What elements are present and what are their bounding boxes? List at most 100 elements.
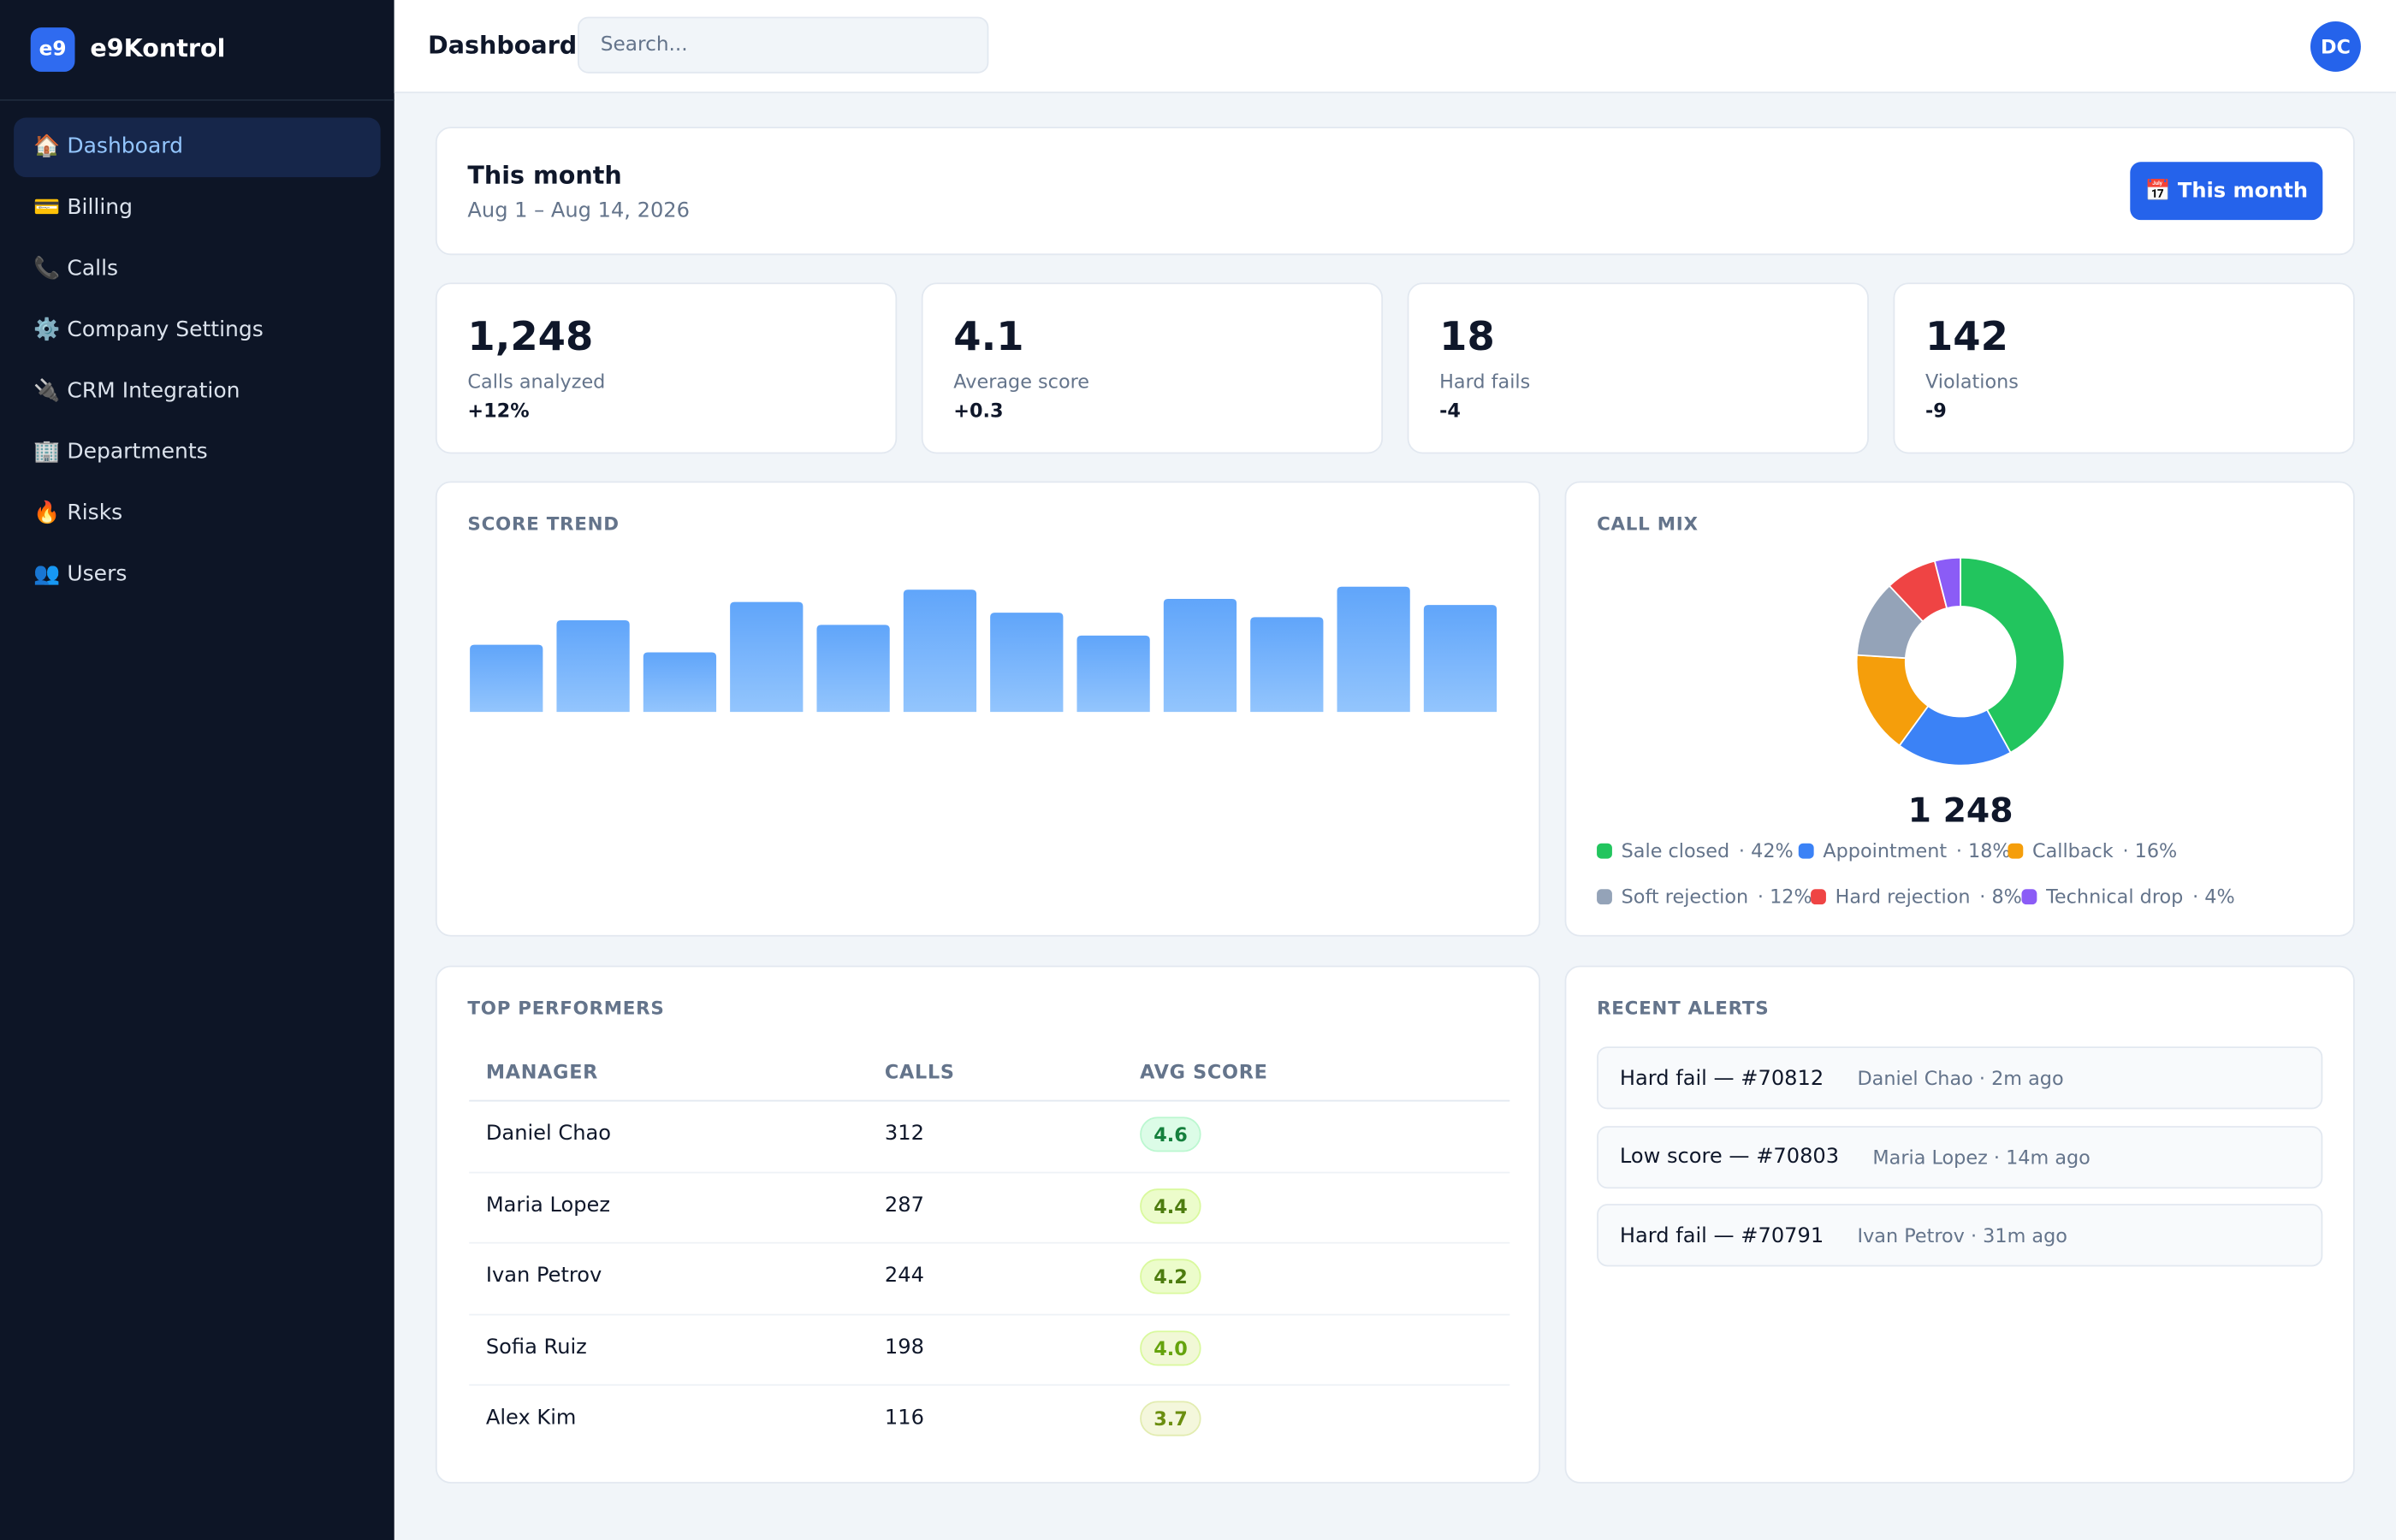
legend-value: 12% <box>1758 885 1812 908</box>
table-cell: Alex Kim <box>485 1405 577 1430</box>
alert-item[interactable]: Hard fail — #70812 Daniel Chao · 2m ago <box>1597 1046 2323 1110</box>
topbar: Dashboard Search... DC <box>394 0 2396 93</box>
table-cell: 198 <box>884 1334 924 1359</box>
legend-swatch <box>1811 888 1826 904</box>
score-badge: 3.7 <box>1140 1401 1201 1436</box>
kpi-card: 142 Violations -9 <box>1893 282 2355 454</box>
legend-label: Soft rejection <box>1621 884 1749 908</box>
alert-item[interactable]: Hard fail — #70791 Ivan Petrov · 31m ago <box>1597 1204 2323 1267</box>
kpi-delta: -9 <box>1925 399 1947 422</box>
legend-item: Technical drop 4% <box>2021 885 2235 908</box>
logo[interactable]: e9 <box>30 27 75 72</box>
search-input[interactable]: Search... <box>577 16 989 74</box>
table-rule <box>469 1099 1510 1102</box>
legend-swatch <box>1597 842 1612 858</box>
alert-meta: Ivan Petrov · 31m ago <box>1857 1223 2067 1247</box>
table-cell: Daniel Chao <box>485 1121 612 1146</box>
kpi-label: Calls analyzed <box>467 370 606 393</box>
card-title: CALL MIX <box>1597 512 1699 535</box>
period-title: This month <box>467 160 622 190</box>
total-label: 1 248 <box>1908 792 2013 831</box>
bar <box>643 652 717 713</box>
table-header: MANAGER <box>485 1060 599 1084</box>
bar <box>1163 598 1237 713</box>
bar <box>1250 617 1324 713</box>
period-card: This month Aug 1 – Aug 14, 2026 📅 This m… <box>435 127 2355 256</box>
score-trend-card: SCORE TREND <box>435 481 1540 937</box>
kpi-delta: -4 <box>1439 399 1461 422</box>
card-title: RECENT ALERTS <box>1597 998 1770 1020</box>
nav-item[interactable]: 🔌 CRM Integration <box>33 378 240 404</box>
pie-slice <box>1960 556 2066 754</box>
top-performers-card: TOP PERFORMERS MANAGER CALLS AVG SCORE Dani… <box>435 965 1540 1484</box>
legend-swatch <box>2008 842 2024 858</box>
avatar[interactable]: DC <box>2310 21 2361 72</box>
legend-label: Sale closed <box>1621 838 1730 862</box>
row-divider <box>469 1170 1510 1173</box>
bar <box>1423 605 1498 713</box>
call-mix-card: CALL MIX 1 248 Sale closed 42%Appointment… <box>1564 481 2355 937</box>
bar <box>556 619 630 713</box>
row-divider <box>469 1241 1510 1244</box>
nav-item[interactable]: 🏢 Departments <box>33 440 208 465</box>
pie-slice <box>1933 556 1961 610</box>
alert-meta: Maria Lopez · 14m ago <box>1872 1145 2091 1169</box>
kpi-label: Violations <box>1925 370 2019 393</box>
table-cell: 312 <box>884 1121 924 1146</box>
period-button[interactable]: 📅 This month <box>2130 162 2323 221</box>
bar <box>903 589 977 713</box>
brand[interactable]: e9Kontrol <box>90 33 226 63</box>
kpi-card: 18 Hard fails -4 <box>1407 282 1869 454</box>
bar-chart <box>470 586 1498 713</box>
table-cell: Maria Lopez <box>485 1192 611 1217</box>
legend-value: 18% <box>1956 838 2011 862</box>
kpi-label: Hard fails <box>1439 370 1531 393</box>
table-cell: Sofia Ruiz <box>485 1334 587 1359</box>
legend-swatch <box>2021 888 2037 904</box>
kpi-card: 4.1 Average score +0.3 <box>921 282 1384 454</box>
score-badge: 4.0 <box>1140 1330 1201 1365</box>
table-cell: Ivan Petrov <box>485 1263 602 1288</box>
kpi-card: 1,248 Calls analyzed +12% <box>435 282 898 454</box>
alert-title: Hard fail — #70791 <box>1619 1223 1824 1248</box>
score-badge: 4.6 <box>1140 1116 1201 1152</box>
legend-item: Appointment 18% <box>1798 838 2011 862</box>
legend-swatch <box>1597 888 1612 904</box>
legend-item: Hard rejection 8% <box>1811 885 2022 908</box>
kpi-delta: +0.3 <box>953 399 1004 422</box>
kpi-value: 1,248 <box>467 314 594 361</box>
page-title: Dashboard <box>427 30 578 60</box>
table-cell: 244 <box>884 1263 924 1288</box>
card-title: TOP PERFORMERS <box>467 998 665 1020</box>
alert-item[interactable]: Low score — #70803 Maria Lopez · 14m ago <box>1597 1125 2323 1188</box>
kpi-value: 18 <box>1439 314 1495 361</box>
alert-title: Hard fail — #70812 <box>1619 1065 1824 1091</box>
nav-item[interactable]: 💳 Billing <box>33 195 133 221</box>
row-divider <box>469 1312 1510 1315</box>
legend-item: Sale closed 42% <box>1597 838 1794 862</box>
legend-value: 16% <box>2122 838 2178 862</box>
donut-chart: 1 248 <box>1855 556 2066 831</box>
score-badge: 4.2 <box>1140 1259 1201 1294</box>
legend-item: Callback 16% <box>2008 838 2177 862</box>
alert-title: Low score — #70803 <box>1619 1144 1840 1170</box>
sidebar: e9 e9Kontrol 🏠 Dashboard 💳 Billing 📞 Calls… <box>0 0 394 1540</box>
nav-item[interactable]: 🔥 Risks <box>33 500 123 526</box>
nav-item[interactable]: 👥 Users <box>33 562 128 587</box>
alert-meta: Daniel Chao · 2m ago <box>1857 1066 2064 1090</box>
table-header: AVG SCORE <box>1140 1060 1268 1084</box>
nav-item[interactable]: 🏠 Dashboard <box>14 117 381 178</box>
legend-value: 42% <box>1739 838 1794 862</box>
nav-item[interactable]: 📞 Calls <box>33 256 119 281</box>
nav-item[interactable]: ⚙️ Company Settings <box>33 317 264 342</box>
legend-label: Callback <box>2031 838 2114 862</box>
bar <box>816 625 890 713</box>
row-divider <box>469 1383 1510 1386</box>
card-title: SCORE TREND <box>467 512 620 535</box>
bar <box>1076 635 1150 713</box>
period-range: Aug 1 – Aug 14, 2026 <box>467 198 690 223</box>
kpi-delta: +12% <box>467 399 530 422</box>
kpi-label: Average score <box>953 370 1090 393</box>
